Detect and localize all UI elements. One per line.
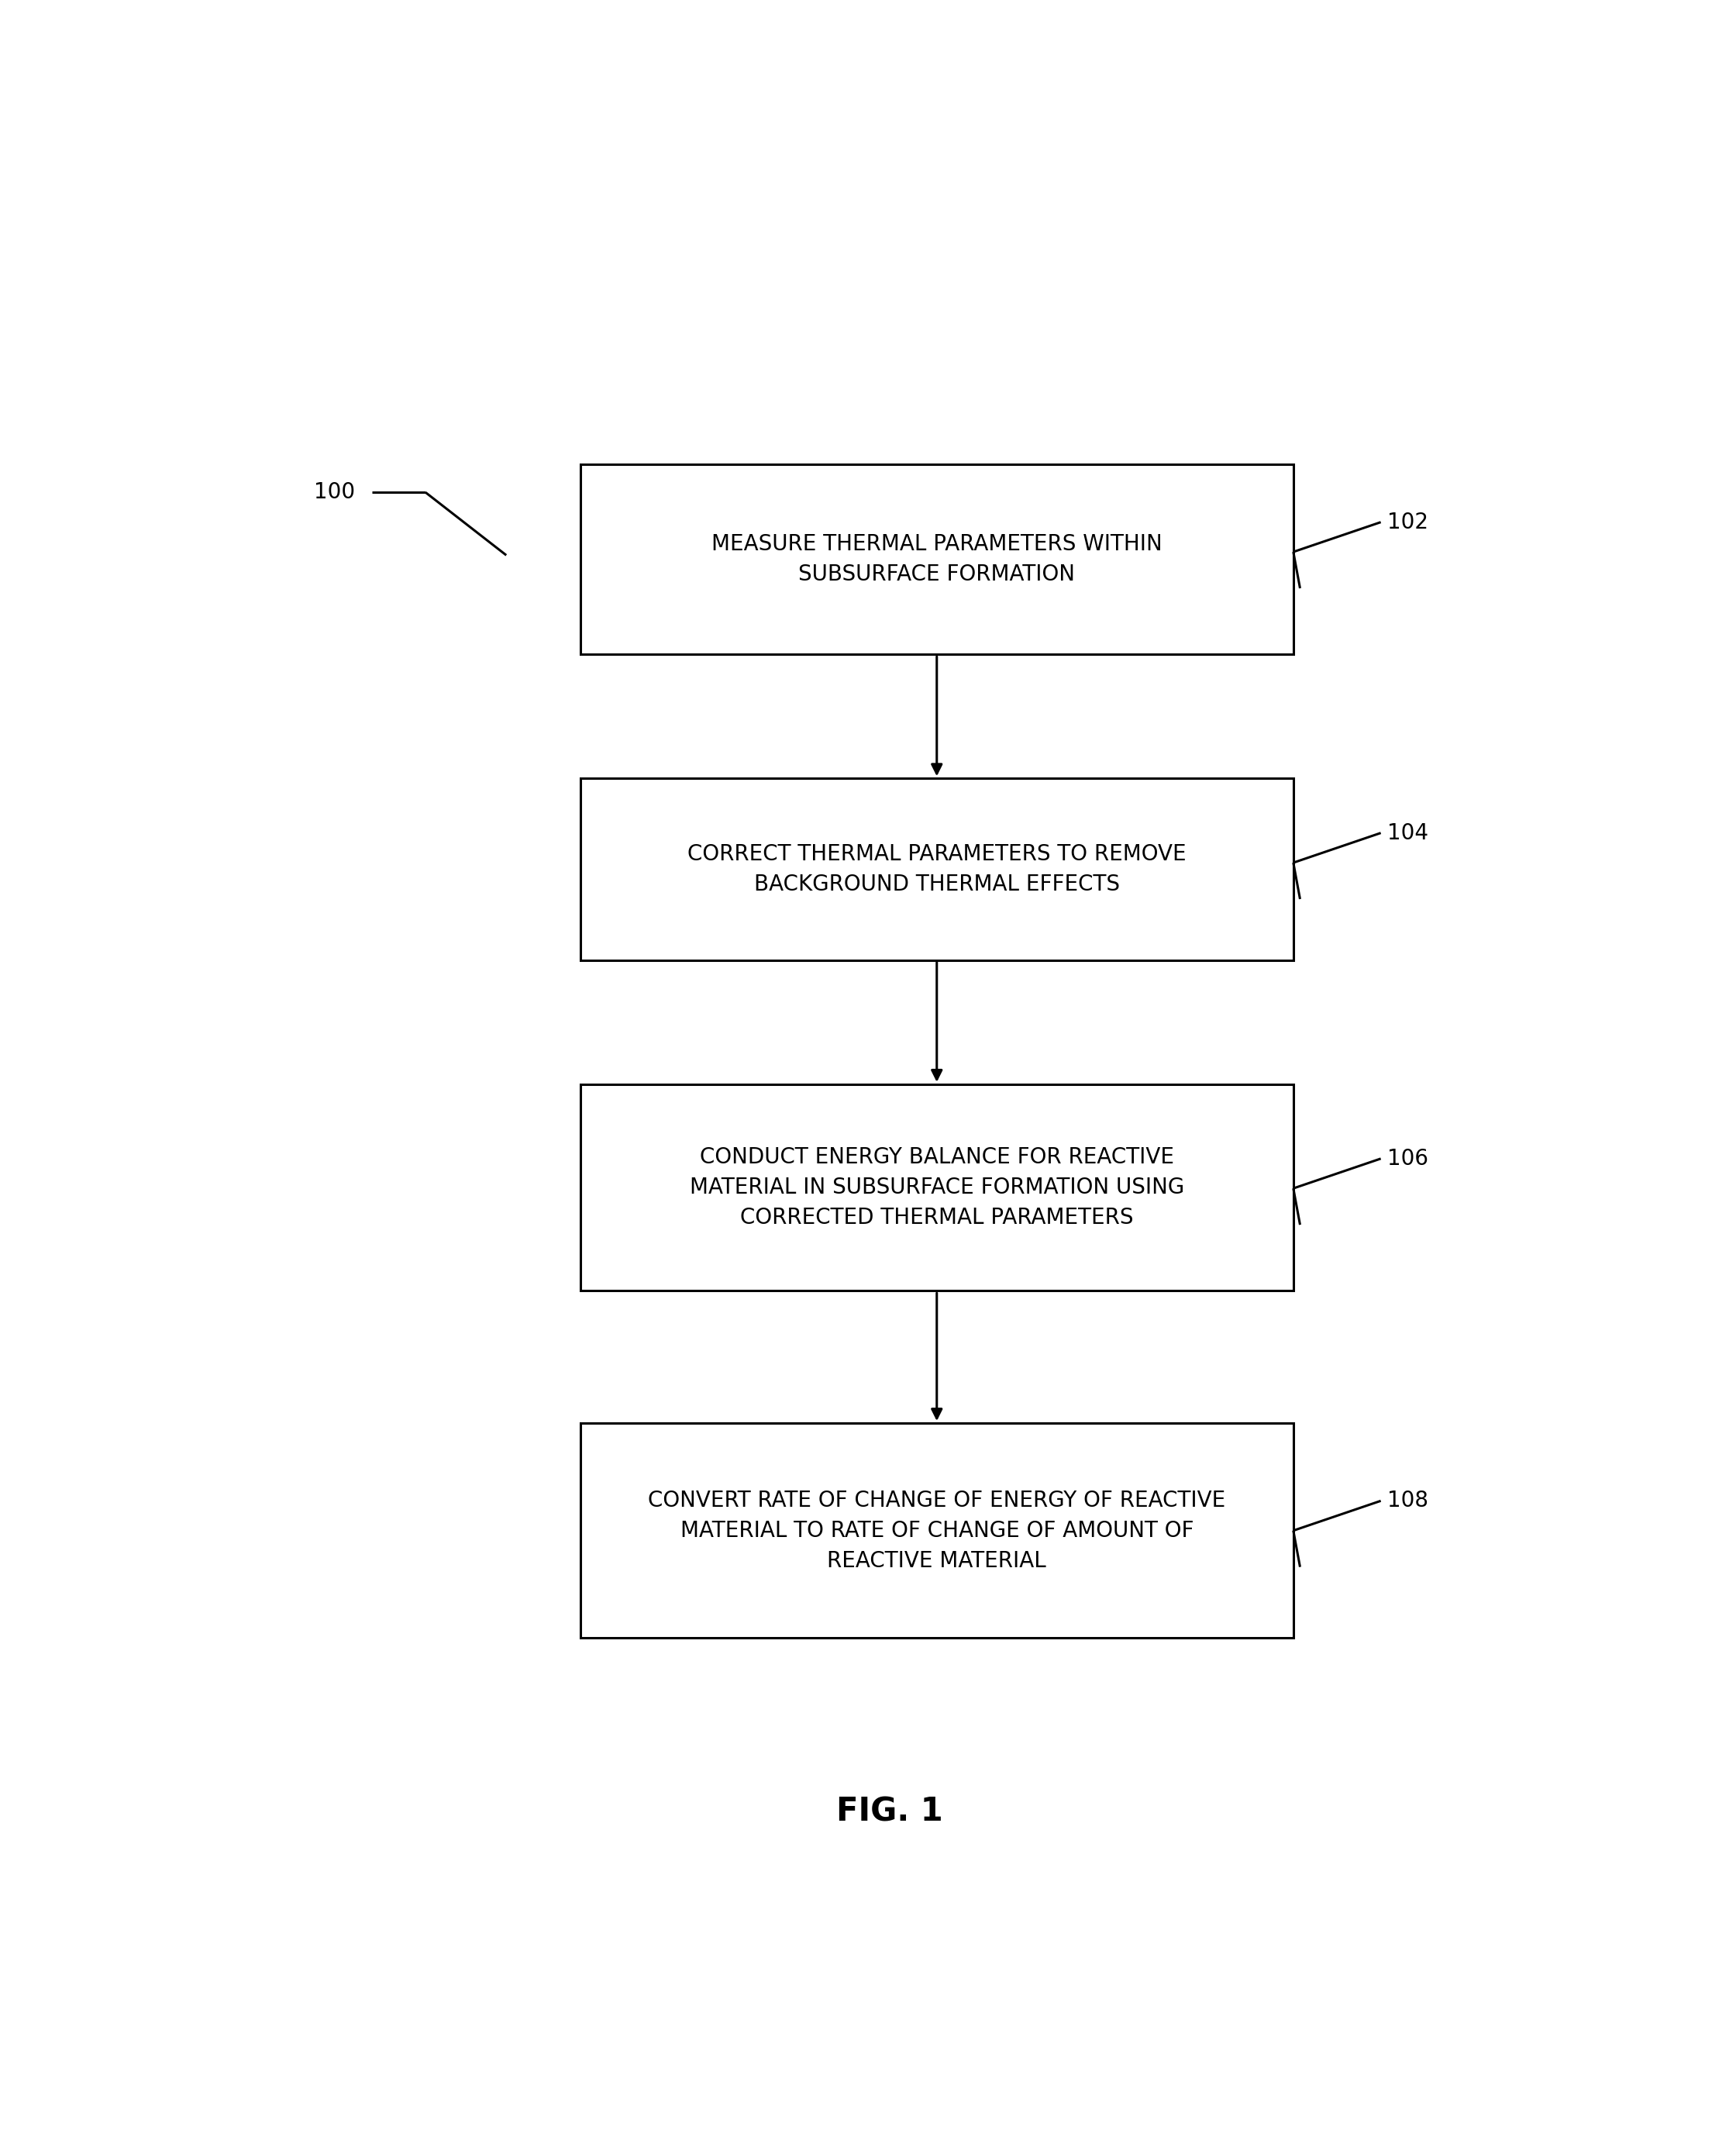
Bar (580, 1423, 1293, 1638)
Text: CONDUCT ENERGY BALANCE FOR REACTIVE
MATERIAL IN SUBSURFACE FORMATION USING
CORRE: CONDUCT ENERGY BALANCE FOR REACTIVE MATE… (689, 1146, 1184, 1228)
Bar (580, 464, 1293, 655)
Text: CONVERT RATE OF CHANGE OF ENERGY OF REACTIVE
MATERIAL TO RATE OF CHANGE OF AMOUN: CONVERT RATE OF CHANGE OF ENERGY OF REAC… (648, 1490, 1226, 1572)
Text: 106: 106 (1387, 1149, 1429, 1170)
Bar (580, 779, 1293, 960)
Text: 104: 104 (1387, 822, 1429, 844)
Text: 102: 102 (1387, 511, 1429, 532)
Text: 100: 100 (314, 481, 356, 502)
Text: MEASURE THERMAL PARAMETERS WITHIN
SUBSURFACE FORMATION: MEASURE THERMAL PARAMETERS WITHIN SUBSUR… (712, 532, 1161, 586)
Text: 108: 108 (1387, 1490, 1429, 1511)
Text: FIG. 1: FIG. 1 (837, 1795, 943, 1827)
Bar (580, 1084, 1293, 1290)
Text: CORRECT THERMAL PARAMETERS TO REMOVE
BACKGROUND THERMAL EFFECTS: CORRECT THERMAL PARAMETERS TO REMOVE BAC… (687, 844, 1186, 895)
